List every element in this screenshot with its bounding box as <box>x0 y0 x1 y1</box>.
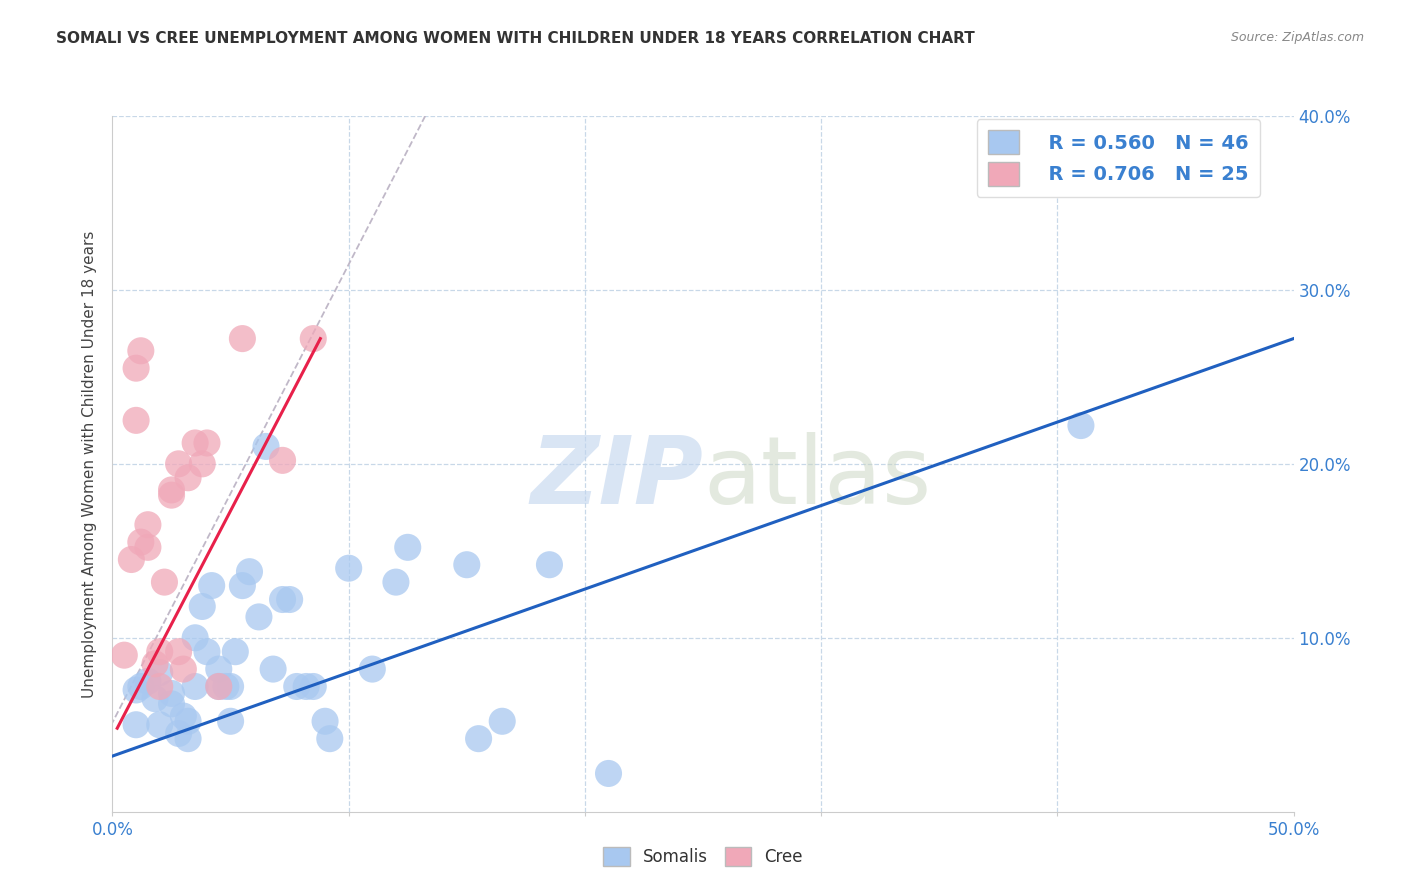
Point <box>285 680 308 694</box>
Point <box>361 662 384 676</box>
Point <box>125 717 148 731</box>
Point <box>278 592 301 607</box>
Point <box>184 680 207 694</box>
Point <box>160 483 183 497</box>
Point <box>129 343 152 358</box>
Point <box>295 680 318 694</box>
Point <box>125 361 148 376</box>
Point <box>129 680 152 694</box>
Point <box>396 541 419 555</box>
Point <box>1070 418 1092 433</box>
Point <box>160 686 183 700</box>
Point <box>125 683 148 698</box>
Point <box>231 578 253 592</box>
Point <box>195 436 218 450</box>
Point <box>149 665 172 680</box>
Point <box>149 717 172 731</box>
Point <box>136 541 159 555</box>
Point <box>129 535 152 549</box>
Text: ZIP: ZIP <box>530 432 703 524</box>
Point <box>319 731 342 746</box>
Point <box>184 436 207 450</box>
Point <box>271 453 294 467</box>
Text: SOMALI VS CREE UNEMPLOYMENT AMONG WOMEN WITH CHILDREN UNDER 18 YEARS CORRELATION: SOMALI VS CREE UNEMPLOYMENT AMONG WOMEN … <box>56 31 974 46</box>
Point <box>219 680 242 694</box>
Point <box>191 457 214 471</box>
Point <box>302 680 325 694</box>
Point <box>538 558 561 572</box>
Point <box>184 631 207 645</box>
Point <box>149 680 172 694</box>
Point <box>208 662 231 676</box>
Point <box>172 662 194 676</box>
Point <box>247 610 270 624</box>
Y-axis label: Unemployment Among Women with Children Under 18 years: Unemployment Among Women with Children U… <box>82 230 97 698</box>
Point <box>153 575 176 590</box>
Point <box>337 561 360 575</box>
Point <box>167 457 190 471</box>
Point <box>314 714 336 729</box>
Legend: Somalis, Cree: Somalis, Cree <box>595 838 811 875</box>
Point <box>136 517 159 532</box>
Point <box>456 558 478 572</box>
Legend:   R = 0.560   N = 46,   R = 0.706   N = 25: R = 0.560 N = 46, R = 0.706 N = 25 <box>977 119 1260 197</box>
Point <box>160 697 183 711</box>
Point <box>208 680 231 694</box>
Point <box>167 645 190 659</box>
Point <box>136 674 159 689</box>
Point <box>201 578 224 592</box>
Point <box>302 332 325 346</box>
Point <box>385 575 408 590</box>
Point <box>160 488 183 502</box>
Point <box>177 471 200 485</box>
Point <box>254 440 277 454</box>
Point <box>491 714 513 729</box>
Point <box>172 709 194 723</box>
Point <box>143 657 166 671</box>
Text: atlas: atlas <box>703 432 931 524</box>
Point <box>177 714 200 729</box>
Point <box>120 552 142 566</box>
Point <box>149 645 172 659</box>
Point <box>143 691 166 706</box>
Point <box>215 680 238 694</box>
Point <box>262 662 284 676</box>
Point <box>177 731 200 746</box>
Point <box>167 726 190 740</box>
Point <box>195 645 218 659</box>
Point <box>598 766 620 780</box>
Point <box>191 599 214 614</box>
Point <box>219 714 242 729</box>
Text: Source: ZipAtlas.com: Source: ZipAtlas.com <box>1230 31 1364 45</box>
Point <box>271 592 294 607</box>
Point <box>224 645 246 659</box>
Point <box>231 332 253 346</box>
Point <box>112 648 135 662</box>
Point <box>467 731 489 746</box>
Point <box>208 680 231 694</box>
Point <box>238 565 260 579</box>
Point <box>125 413 148 427</box>
